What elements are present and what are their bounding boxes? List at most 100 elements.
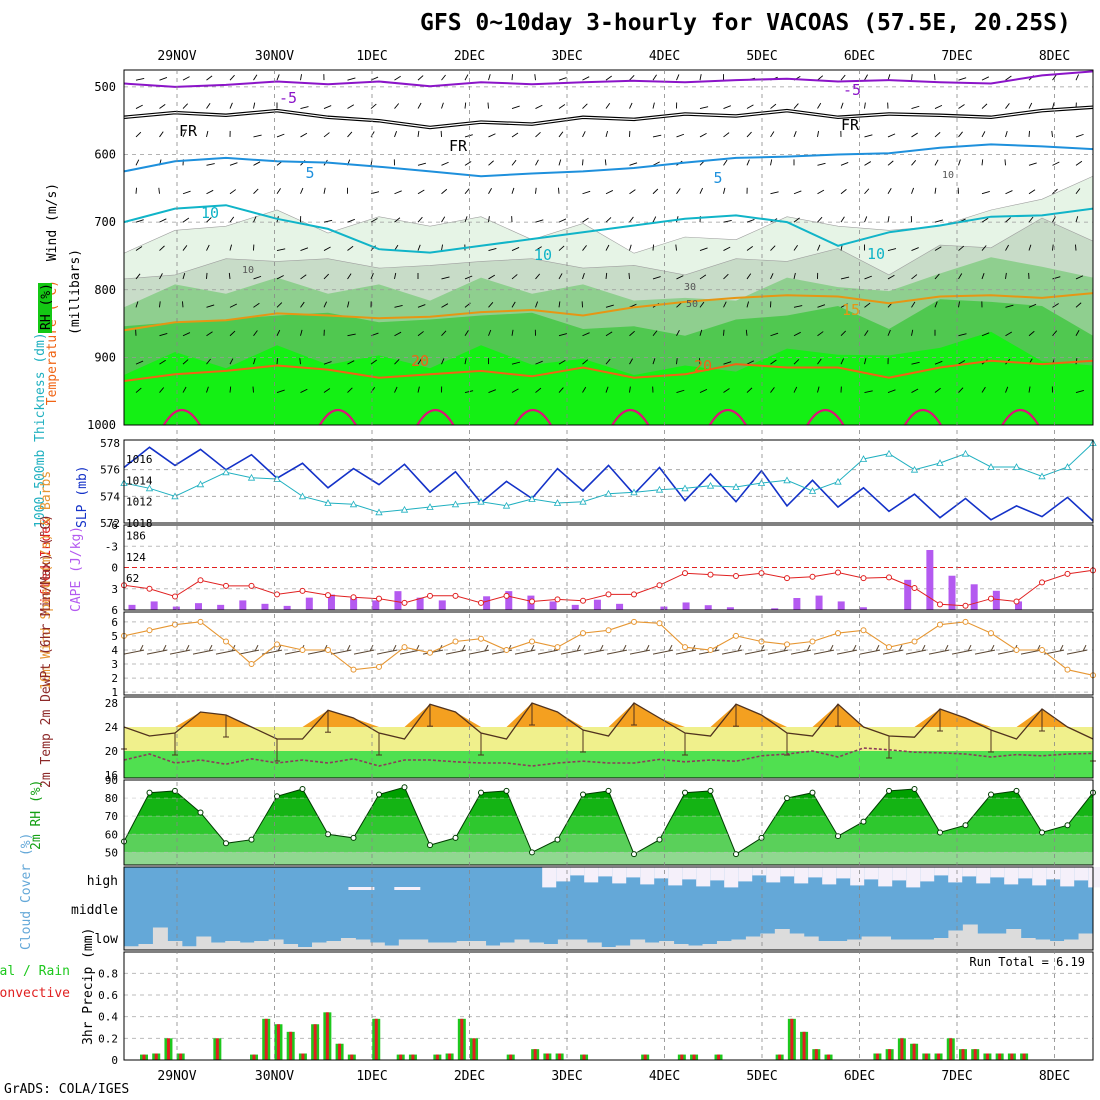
high-cloud-block [948,867,963,883]
wind-barb [817,75,824,81]
wind-barb [676,329,680,336]
wind-barb-flag [162,644,167,652]
y-tick-li: 6 [111,604,118,617]
convective-bar [215,1038,219,1060]
cape-bar [483,596,491,610]
wind-marker [274,641,280,648]
wind-barb [699,329,703,336]
wind-barb [370,359,378,365]
wind-marker [529,638,535,645]
cape-bar [372,600,380,610]
wind-barb [746,245,754,251]
low-cloud-bar [716,941,732,950]
thickness-marker [273,475,281,482]
thickness-marker [528,495,536,502]
wind-barb [511,247,520,251]
low-cloud-bar [1006,929,1022,950]
wind-barb [981,103,988,109]
wind-barb [605,217,612,223]
wind-barb [1075,330,1080,336]
wind-barb-10m [353,649,375,655]
low-cloud-bar [572,939,588,950]
low-cloud-bar [890,939,906,950]
wind-barb [300,329,303,336]
rh-marker [1013,787,1020,794]
li-marker [733,573,739,579]
convective-bar [166,1038,170,1060]
wind-barb [464,216,468,223]
wind-barb [981,76,990,81]
wind-barb [793,331,801,337]
wind-barb [347,333,356,337]
isotherm-20 [123,359,1094,382]
wind-barb-10m [146,649,168,655]
wind-barb [252,386,254,393]
wind-barb-10m [468,649,490,655]
panel-frame [123,866,1094,951]
wind-barb [229,216,235,223]
thickness-marker [1012,463,1021,470]
high-cloud-block [780,867,795,877]
y-tick-rh: 70 [105,810,118,823]
wind-barb [464,358,467,365]
wind-barb [911,247,919,251]
wind-barb [582,245,587,251]
wind-barb [629,74,635,81]
thickness-marker [145,484,154,492]
wind-barb [605,244,610,251]
y-tick-precip: 0.8 [98,967,118,980]
thickness-line [123,442,1094,513]
wind-barb [840,74,846,81]
lifted-index-line [123,569,1094,607]
wind-marker [478,635,484,642]
low-cloud-bar [731,939,747,950]
wind-marker [962,618,969,625]
wind-barb [793,244,798,251]
wind-barb [652,74,657,81]
wind-barb [347,273,352,280]
rh-marker [350,834,357,841]
wind-barb [276,188,281,194]
thickness-marker [681,484,689,492]
low-cloud-bar [398,939,414,950]
wind-barb [206,102,211,109]
wind-barb [558,387,564,393]
convective-bar [790,1018,794,1060]
panel-frame [123,524,1094,611]
temp-band-green [124,751,1093,778]
wind-barb [676,302,682,308]
wind-marker [758,638,765,645]
wind-barb [417,216,423,223]
wind-barb [793,190,802,195]
wind-barb [675,244,677,251]
low-cloud-bar [326,941,342,950]
wind-barb [182,301,184,308]
wind-barb [699,106,709,109]
y-tick-label: 500 [94,80,116,94]
cape-bar [948,575,956,610]
wind-barb [864,302,871,308]
li-marker [1039,579,1045,586]
high-cloud-block [668,867,683,886]
wind-barb-flag [277,644,282,652]
wind-barb [182,131,186,138]
ylabel-rh-2m: 2m RH (%) [29,780,44,850]
wind-barb [817,331,824,337]
thickness-marker [706,481,715,489]
li-marker [146,585,153,592]
isotherm-label: 10 [867,245,885,263]
wind-barb-flag [921,644,926,652]
wind-barb [1075,389,1084,393]
y-tick-li: 0 [111,562,118,575]
low-cloud-bar [442,942,458,950]
wind-barb [159,103,166,109]
wind-barb [629,358,633,365]
y-tick-wind: 5 [111,630,118,643]
convective-bar [264,1018,268,1060]
wind-barb-10m [123,649,145,655]
cape-bar [350,598,358,610]
isotherm-25-arc [318,408,357,425]
y-tick-wind: 3 [111,658,118,671]
convective-bar [961,1049,965,1060]
ylabel-cape: CAPE (J/kg) [69,526,84,612]
